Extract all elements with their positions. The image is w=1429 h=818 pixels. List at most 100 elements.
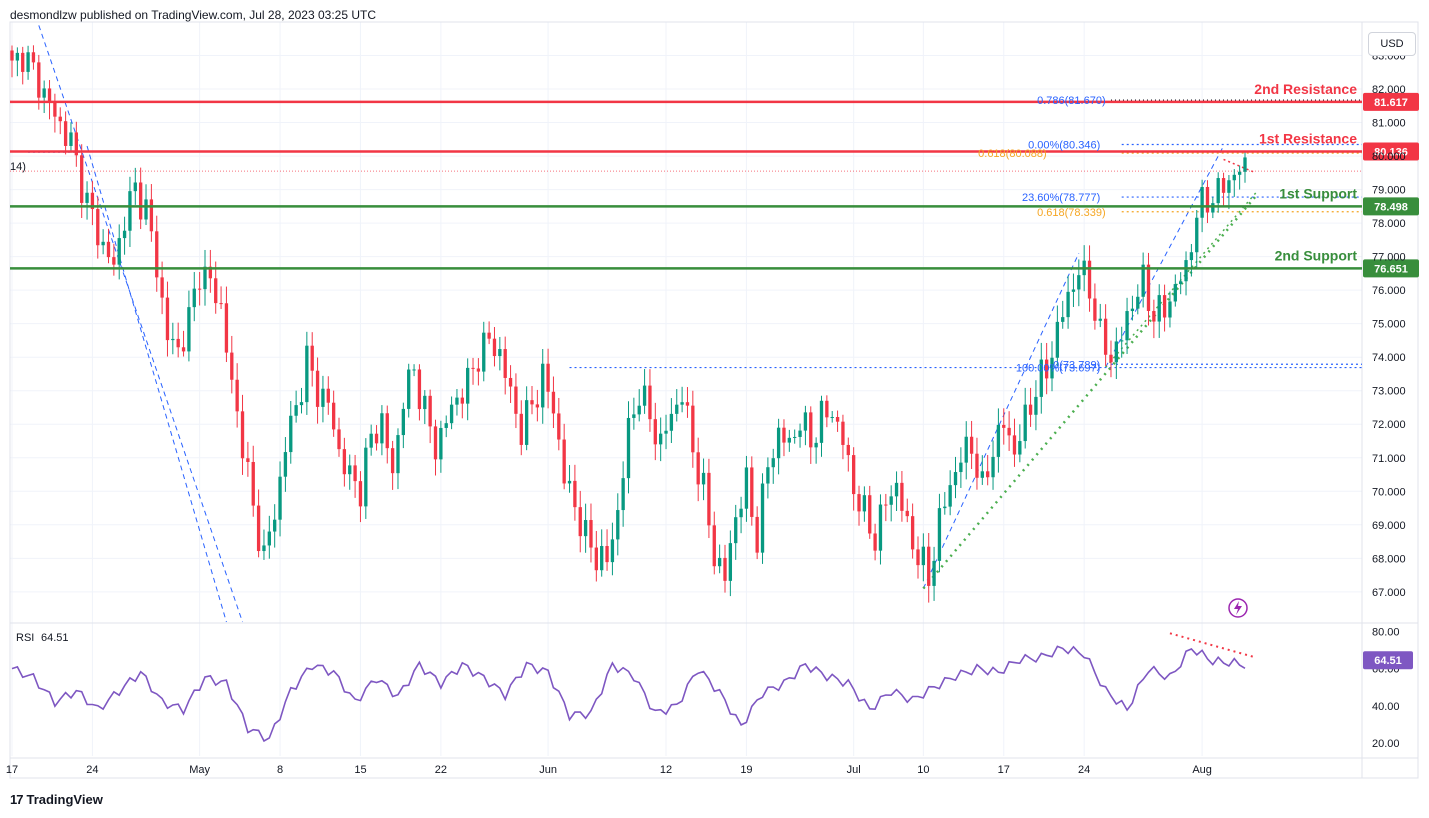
candle-body	[541, 363, 545, 408]
candle-body	[610, 539, 615, 563]
candle-body	[766, 467, 770, 484]
candle-body	[369, 433, 373, 448]
candle-body	[809, 412, 813, 448]
candle-body	[203, 266, 207, 290]
candle-body	[583, 520, 588, 537]
candle-body	[439, 427, 443, 460]
stray-axis-label: 14)	[10, 161, 26, 173]
candle-body	[1050, 357, 1054, 379]
candle-body	[514, 386, 518, 414]
candle-body	[1093, 298, 1097, 321]
candle-body	[326, 388, 330, 403]
candle-body	[449, 404, 454, 424]
candle-body	[830, 416, 834, 418]
candle-body	[273, 519, 277, 532]
candle-body	[256, 505, 261, 552]
candle-body	[519, 413, 523, 445]
candle-body	[482, 332, 486, 372]
time-tick-label: Aug	[1192, 764, 1212, 776]
candle-body	[348, 465, 352, 475]
time-tick-label: 17	[998, 764, 1010, 776]
candle-body	[1098, 318, 1102, 321]
level-tag-bg-3	[1363, 259, 1419, 278]
candle-body	[433, 426, 438, 460]
candle-body	[192, 288, 196, 308]
price-axis[interactable]: 83.00082.00081.00080.00079.00078.00077.0…	[1372, 51, 1406, 599]
candle-body	[921, 546, 926, 566]
candle-body	[423, 395, 427, 410]
candle-body	[546, 363, 550, 392]
level-tag-1: 80.136	[1374, 147, 1408, 159]
candle-body	[42, 88, 46, 98]
candle-body	[251, 461, 255, 506]
candle-body	[444, 423, 448, 428]
candle-body	[707, 472, 711, 526]
candle-body	[230, 352, 234, 380]
candle-body	[605, 546, 609, 563]
currency-badge[interactable]: USD	[1368, 32, 1416, 56]
candle-body	[1002, 424, 1006, 428]
candle-body	[653, 419, 657, 445]
level-tag-bg-1	[1363, 142, 1419, 161]
candle-body	[825, 400, 829, 418]
candle-body	[278, 476, 282, 520]
time-tick-label: 15	[354, 764, 366, 776]
time-tick-label: Jun	[539, 764, 557, 776]
candle-body	[787, 437, 791, 443]
candle-body	[133, 182, 137, 192]
candle-body	[648, 385, 652, 420]
candle-body	[857, 494, 861, 512]
candle-body	[112, 257, 116, 265]
candle-body	[1200, 186, 1204, 218]
candle-body	[910, 516, 915, 550]
candle-body	[659, 433, 663, 445]
candle-body	[1179, 281, 1183, 285]
price-tick-label: 70.000	[1372, 486, 1406, 498]
candle-body	[235, 379, 239, 412]
candle-body	[240, 411, 245, 459]
grid-lines	[9, 21, 1419, 779]
candle-body	[407, 369, 411, 409]
candle-body	[760, 483, 765, 553]
candle-body	[1243, 157, 1247, 172]
price-tick-label: 76.000	[1372, 285, 1406, 297]
candle-body	[600, 546, 604, 571]
candle-body	[739, 508, 743, 518]
candle-body	[1152, 310, 1156, 322]
candle-body	[841, 421, 845, 445]
time-axis[interactable]: 17 24 May 8 15 22 Jun 12 19 Jul 10 17 24 Aug	[6, 764, 1212, 776]
candle-body	[246, 458, 250, 462]
candle-body	[1103, 318, 1108, 355]
level-label-2: 1st Support	[1279, 185, 1357, 201]
candle-body	[991, 456, 995, 478]
candle-body	[503, 349, 507, 378]
fib-swing-line-2	[1105, 145, 1224, 368]
price-tick-label: 68.000	[1372, 553, 1406, 565]
candle-body	[1157, 295, 1161, 322]
candle-body	[1237, 171, 1242, 175]
candle-series	[10, 45, 1247, 603]
candle-body	[1061, 317, 1065, 322]
support-trendline-dotted	[922, 195, 1257, 590]
candle-body	[776, 427, 781, 459]
level-label-3: 2nd Support	[1275, 247, 1358, 263]
candle-body	[1141, 264, 1145, 297]
candle-body	[417, 369, 422, 410]
candle-body	[1028, 404, 1033, 415]
candle-body	[927, 546, 931, 586]
price-tick-label: 71.000	[1372, 453, 1406, 465]
candle-body	[106, 241, 111, 258]
candle-body	[873, 533, 877, 551]
candle-body	[1162, 295, 1167, 318]
candle-body	[986, 471, 990, 478]
candle-body	[1211, 203, 1215, 213]
fib-label: 100.00%(73.697)	[1016, 362, 1100, 374]
candle-body	[498, 349, 502, 357]
misc-annotations: 14)	[10, 161, 1248, 618]
tradingview-logo: 17 TradingView	[10, 792, 103, 807]
candle-body	[637, 405, 641, 415]
candle-body	[701, 472, 706, 485]
candle-body	[712, 525, 716, 567]
candle-body	[578, 507, 582, 537]
